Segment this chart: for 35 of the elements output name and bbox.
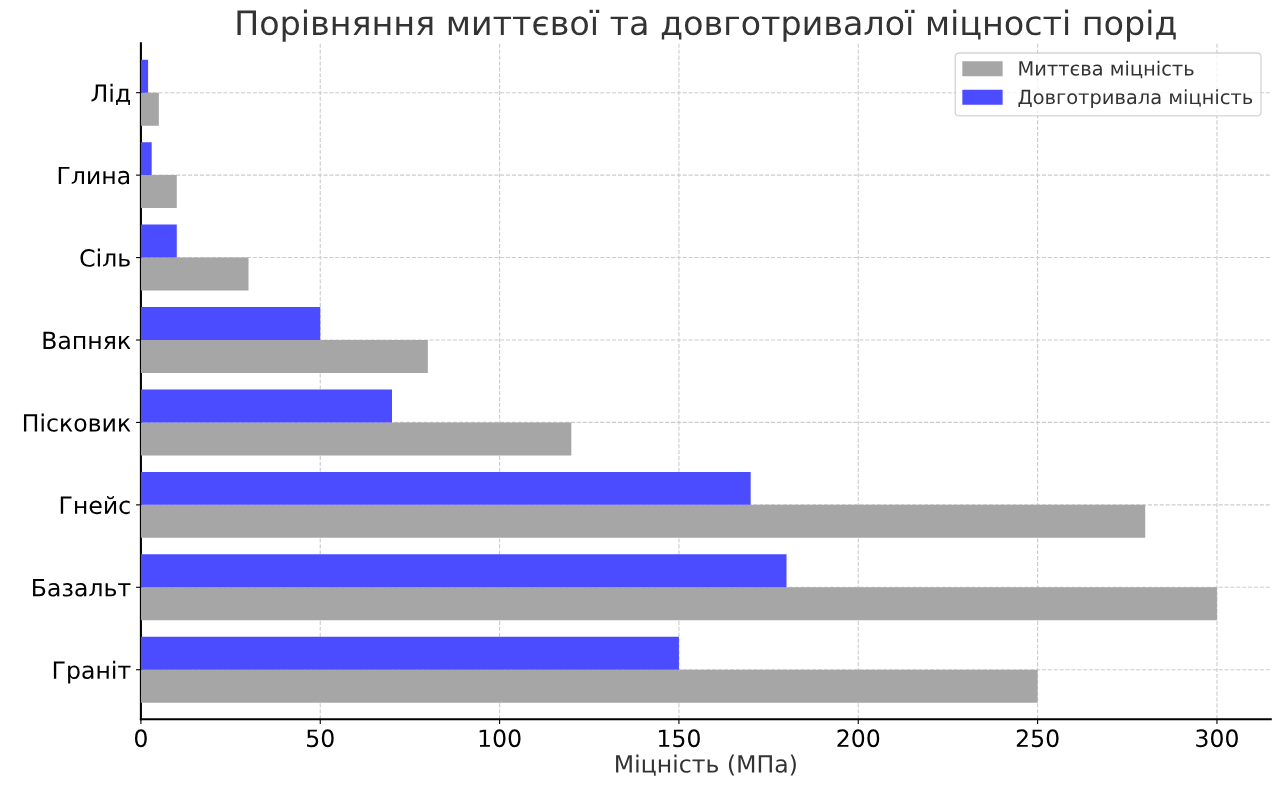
bar [140,59,149,93]
y-tick-label: Гнейс [60,496,130,515]
bar [140,636,679,670]
bar [140,554,787,588]
x-tick-label: 300 [1196,729,1238,748]
x-tick-label: 150 [658,729,700,748]
chart-title: Порівняння миттєвої та довготривалої міцності порід [237,9,1176,42]
x-tick-label: 200 [837,729,880,748]
x-tick-label: 250 [1016,729,1059,748]
y-tick-label: Граніт [53,660,131,684]
bar [140,224,177,258]
bar [140,389,392,423]
y-tick-label: Базальт [33,579,131,597]
y-tick-label: Сіль [80,248,130,267]
legend-label: Миттєва міцність [1019,60,1194,79]
bar [140,175,177,209]
x-tick-label: 0 [134,729,147,748]
legend-label: Довготривала міцність [1018,89,1253,109]
bar [140,422,572,456]
y-tick-label: Вапняк [43,331,131,350]
bar [140,504,1146,538]
bar [140,669,1038,703]
y-tick-label: Глина [58,166,130,185]
x-tick-label: 50 [307,729,334,748]
bar [140,257,249,291]
y-tick-label: Пісковик [23,413,131,432]
bar [140,142,152,176]
bar [140,339,428,373]
bar [140,471,751,505]
bar [140,92,159,126]
x-tick-label: 100 [479,729,521,748]
y-tick-label: Лід [91,83,130,105]
bar [140,307,321,340]
x-axis-title: Міцність (МПа) [616,754,796,776]
bar [140,587,1217,621]
